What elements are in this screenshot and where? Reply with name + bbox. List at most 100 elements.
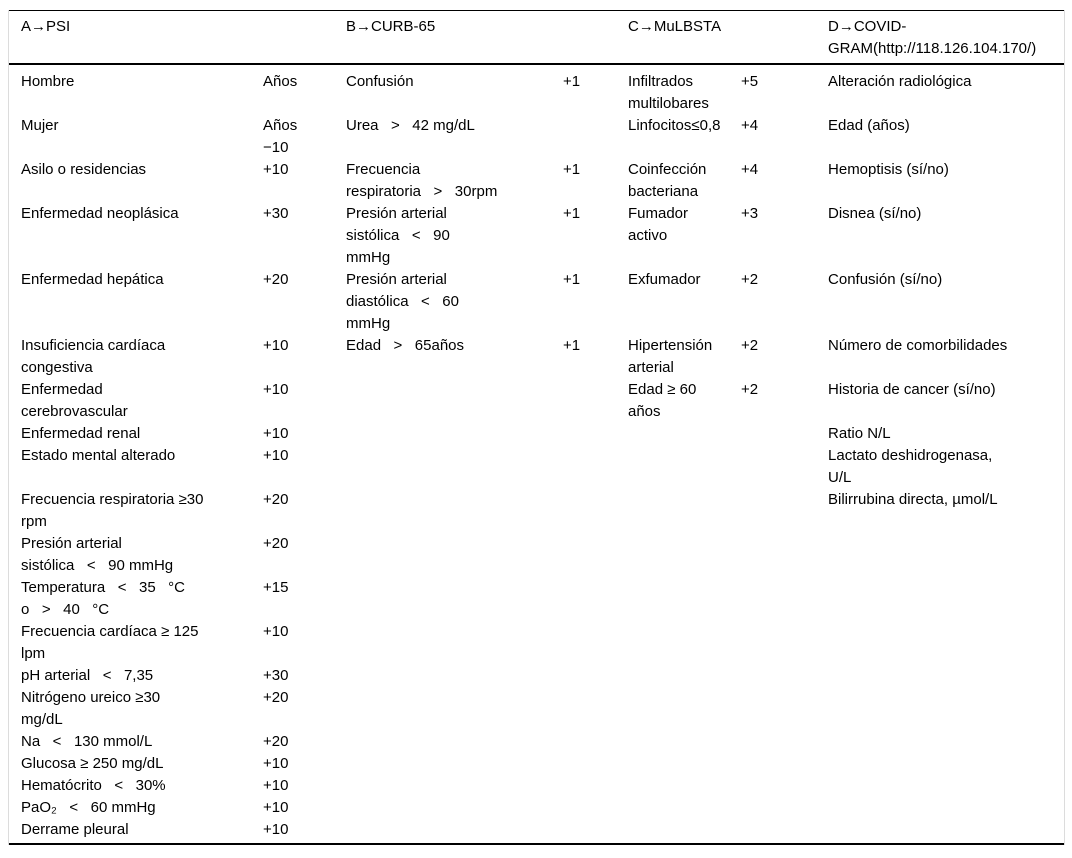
curb65-points-cell xyxy=(563,819,628,844)
table-row: Enfermedad cerebrovascular +10 Edad ≥ 60 a… xyxy=(9,379,1064,423)
table-row: Frecuencia respiratoria ≥30 rpm +20 Bilirr… xyxy=(9,489,1064,533)
psi-points-cell: +20 xyxy=(263,733,289,750)
covidgram-item-cell: Edad (años) xyxy=(828,117,910,134)
mulbsta-item-cell: Infiltrados multilobares xyxy=(628,73,709,112)
mulbsta-points-cell xyxy=(741,665,828,687)
table-row: Asilo o residencias +10 Frecuencia respira… xyxy=(9,159,1064,203)
psi-item-cell: Frecuencia respiratoria ≥30 rpm xyxy=(21,491,204,530)
curb65-item-cell: Confusión xyxy=(346,73,414,90)
psi-points-cell: +20 xyxy=(263,271,289,288)
mulbsta-item-cell xyxy=(628,621,741,665)
covidgram-item-cell xyxy=(828,665,1064,687)
table-row: Hombre Años Confusión +1 Infiltrados multilo… xyxy=(9,64,1064,115)
psi-points-cell: +10 xyxy=(263,799,289,816)
curb65-points-cell xyxy=(563,115,628,159)
psi-item-cell: Enfermedad neoplásica xyxy=(21,205,179,222)
curb65-item-cell xyxy=(346,423,563,445)
curb65-points-cell xyxy=(563,665,628,687)
psi-item-cell: Enfermedad cerebrovascular xyxy=(21,381,128,420)
table-row: Estado mental alterado +10 Lactato deshidr… xyxy=(9,445,1064,489)
header-covidgram: D→COVID-GRAM(http://118.126.104.170/) xyxy=(828,10,1065,65)
curb65-points-cell: +1 xyxy=(563,205,581,222)
curb65-item-cell xyxy=(346,379,563,423)
curb65-points-cell xyxy=(563,621,628,665)
curb65-item-cell xyxy=(346,753,563,775)
curb65-item-cell xyxy=(346,797,563,819)
covidgram-item-cell: Bilirrubina directa, µmol/L xyxy=(828,491,998,508)
psi-points-cell: +10 xyxy=(263,161,289,178)
psi-item-cell: Temperatura < 35 °C o > 40 °C xyxy=(21,579,185,618)
mulbsta-points-cell xyxy=(741,731,828,753)
table-row: Glucosa ≥ 250 mg/dL +10 xyxy=(9,753,1064,775)
mulbsta-points-cell xyxy=(741,797,828,819)
covidgram-item-cell xyxy=(828,775,1064,797)
mulbsta-item-cell xyxy=(628,819,741,844)
psi-item-cell: Frecuencia cardíaca ≥ 125 lpm xyxy=(21,623,199,662)
covidgram-item-cell xyxy=(828,819,1064,844)
psi-item-cell: Asilo o residencias xyxy=(21,161,147,178)
mulbsta-points-cell: +4 xyxy=(741,161,759,178)
table-body: Hombre Años Confusión +1 Infiltrados multilo… xyxy=(9,64,1064,844)
curb65-item-cell: Frecuencia respiratoria > 30rpm xyxy=(346,161,498,200)
table-row: Insuficiencia cardíaca congestiva +10 Edad… xyxy=(9,335,1064,379)
mulbsta-item-cell: Coinfección bacteriana xyxy=(628,161,707,200)
table-row: Frecuencia cardíaca ≥ 125 lpm +10 xyxy=(9,621,1064,665)
covidgram-item-cell: Número de comorbilidades xyxy=(828,337,1008,354)
table-row: PaO₂ < 60 mmHg +10 xyxy=(9,797,1064,819)
psi-points-cell: +10 xyxy=(263,447,289,464)
covidgram-item-cell: Disnea (sí/no) xyxy=(828,205,922,222)
psi-item-cell: Hombre xyxy=(21,73,75,90)
psi-item-cell: Derrame pleural xyxy=(21,821,129,838)
severity-scores-table-container: A→PSI B→CURB-65 C→MuLBSTA D→COVID-GRAM(h… xyxy=(8,10,1065,845)
curb65-item-cell: Presión arterial diastólica < 60 mmHg xyxy=(346,271,459,332)
psi-points-cell: +15 xyxy=(263,579,289,596)
covidgram-item-cell: Historia de cancer (sí/no) xyxy=(828,381,996,398)
psi-points-cell: +10 xyxy=(263,755,289,772)
curb65-item-cell: Urea > 42 mg/dL xyxy=(346,117,475,134)
psi-item-cell: Glucosa ≥ 250 mg/dL xyxy=(21,755,164,772)
psi-points-cell: +10 xyxy=(263,777,289,794)
mulbsta-points-cell: +2 xyxy=(741,337,759,354)
mulbsta-points-cell xyxy=(741,753,828,775)
table-row: Nitrógeno ureico ≥30 mg/dL +20 xyxy=(9,687,1064,731)
curb65-item-cell: Presión arterial sistólica < 90 mmHg xyxy=(346,205,450,266)
curb65-points-cell xyxy=(563,379,628,423)
table-row: Enfermedad renal +10 Ratio N/L xyxy=(9,423,1064,445)
covidgram-item-cell xyxy=(828,731,1064,753)
table-row: Na < 130 mmol/L +20 xyxy=(9,731,1064,753)
mulbsta-item-cell xyxy=(628,489,741,533)
table-row: pH arterial < 7,35 +30 xyxy=(9,665,1064,687)
mulbsta-item-cell xyxy=(628,445,741,489)
mulbsta-points-cell xyxy=(741,687,828,731)
psi-item-cell: Estado mental alterado xyxy=(21,447,176,464)
header-psi: A→PSI xyxy=(9,10,346,65)
mulbsta-item-cell xyxy=(628,775,741,797)
curb65-item-cell xyxy=(346,819,563,844)
curb65-points-cell: +1 xyxy=(563,161,581,178)
mulbsta-points-cell: +2 xyxy=(741,271,759,288)
covidgram-item-cell: Lactato deshidrogenasa, U/L xyxy=(828,447,993,486)
curb65-item-cell xyxy=(346,731,563,753)
mulbsta-points-cell xyxy=(741,577,828,621)
psi-item-cell: Insuficiencia cardíaca congestiva xyxy=(21,337,166,376)
covidgram-item-cell xyxy=(828,753,1064,775)
mulbsta-points-cell: +5 xyxy=(741,73,759,90)
covidgram-item-cell: Confusión (sí/no) xyxy=(828,271,943,288)
table-row: Enfermedad hepática +20 Presión arterial d… xyxy=(9,269,1064,335)
psi-points-cell: +20 xyxy=(263,491,289,508)
covidgram-item-cell: Hemoptisis (sí/no) xyxy=(828,161,949,178)
mulbsta-points-cell xyxy=(741,621,828,665)
mulbsta-points-cell: +4 xyxy=(741,117,759,134)
covidgram-item-cell: Alteración radiológica xyxy=(828,73,972,90)
table-row: Temperatura < 35 °C o > 40 °C +15 xyxy=(9,577,1064,621)
curb65-item-cell xyxy=(346,489,563,533)
curb65-item-cell xyxy=(346,577,563,621)
psi-points-cell: +10 xyxy=(263,381,289,398)
mulbsta-item-cell: Hipertensión arterial xyxy=(628,337,713,376)
curb65-item-cell xyxy=(346,687,563,731)
mulbsta-points-cell xyxy=(741,775,828,797)
psi-points-cell: Años xyxy=(263,73,298,90)
mulbsta-points-cell xyxy=(741,489,828,533)
mulbsta-item-cell xyxy=(628,687,741,731)
curb65-item-cell: Edad > 65años xyxy=(346,337,465,354)
